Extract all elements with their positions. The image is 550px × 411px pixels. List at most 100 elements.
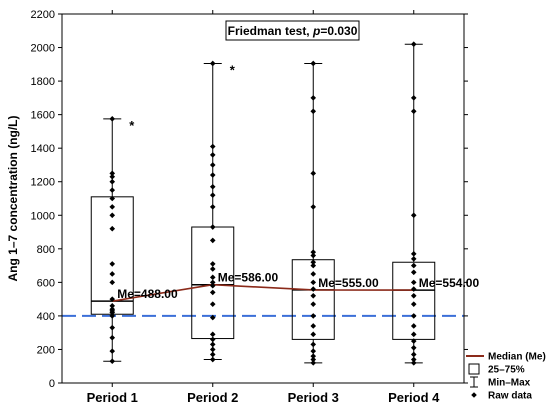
raw-data-point: [310, 271, 317, 277]
raw-data-point: [310, 323, 317, 329]
raw-data-point: [410, 212, 417, 219]
legend-item: 25–75%: [468, 363, 525, 376]
y-tick-label: 0: [49, 378, 55, 390]
raw-data-point: [310, 249, 317, 255]
legend-label: Median (Me): [488, 352, 546, 363]
raw-data-point: [209, 289, 216, 296]
median-line: [112, 283, 414, 302]
raw-data-layer: [109, 41, 417, 366]
raw-data-point: [310, 356, 317, 363]
y-tick-label: 2000: [31, 43, 55, 55]
raw-data-point: [410, 262, 417, 269]
raw-data-point: [109, 324, 116, 331]
raw-data-point: [109, 212, 116, 219]
raw-data-point: [310, 353, 317, 359]
plot-frame: [61, 13, 465, 384]
raw-data-point: [310, 204, 317, 210]
median-label: Me=586.00: [218, 271, 279, 285]
raw-data-point: [410, 313, 417, 319]
raw-data-point: [209, 356, 216, 363]
y-tick-label: 1200: [31, 177, 55, 189]
raw-data-point: [310, 259, 317, 266]
x-tick-label: Period 1: [87, 390, 138, 405]
raw-data-point: [209, 162, 216, 168]
raw-data-point: [209, 143, 216, 150]
raw-data-point: [109, 170, 116, 177]
raw-data-point: [410, 360, 417, 366]
raw-data-point: [410, 338, 417, 344]
y-axis-title: Ang 1–7 concentration (ng/L): [6, 115, 20, 281]
raw-data-point: [410, 95, 417, 101]
raw-data-point: [209, 279, 216, 286]
raw-data-point: [310, 348, 317, 354]
annotation-prefix: Friedman test,: [228, 24, 313, 38]
raw-data-point: [109, 358, 116, 364]
raw-data-point: [209, 346, 216, 353]
legend: Median (Me) 25–75% Min–Max Raw data: [466, 352, 546, 402]
median-label: Me=488.00: [117, 287, 178, 301]
raw-data-point: [410, 323, 417, 329]
raw-data-point: [109, 204, 116, 210]
raw-data-point: [209, 331, 216, 338]
raw-data-point: [310, 331, 317, 338]
raw-data-point: [310, 108, 317, 115]
raw-data-point: [209, 274, 216, 281]
raw-data-point: [410, 356, 417, 363]
y-tick-label: 1600: [31, 110, 55, 122]
raw-data-point: [209, 60, 216, 67]
raw-data-point: [310, 279, 317, 286]
annotation-suffix: =0.030: [320, 24, 357, 38]
legend-label: Raw data: [488, 391, 532, 402]
legend-item: Raw data: [471, 391, 532, 402]
raw-data-point: [310, 292, 317, 299]
raw-data-point: [209, 301, 216, 307]
raw-data-point: [410, 301, 417, 307]
raw-data-point: [310, 170, 317, 177]
raw-data-point: [209, 224, 216, 230]
raw-data-point: [310, 360, 317, 366]
raw-data-point: [410, 256, 417, 262]
raw-data-point: [209, 341, 216, 348]
raw-data-point: [109, 187, 116, 193]
raw-data-point: [109, 178, 116, 185]
raw-data-point: [109, 225, 116, 232]
median-label: Me=554.00: [419, 276, 480, 290]
raw-data-point: [410, 108, 417, 115]
outlier-marker: *: [230, 62, 236, 77]
y-tick-label: 1400: [31, 143, 55, 155]
y-tick-label: 2200: [31, 9, 55, 21]
raw-data-point: [410, 251, 417, 257]
outlier-marker: *: [129, 118, 135, 133]
raw-data-point: [109, 195, 116, 202]
raw-data-point: [410, 269, 417, 276]
annotation-box: [225, 20, 360, 41]
raw-data-point: [410, 344, 417, 351]
box-group-1: [90, 118, 134, 362]
raw-data-point: [109, 303, 116, 309]
x-tick-label: Period 4: [388, 390, 440, 405]
raw-data-point: [209, 261, 216, 267]
raw-data-point: [410, 331, 417, 338]
raw-data-point: [209, 314, 216, 321]
raw-data-point: [310, 286, 317, 292]
raw-data-point: [109, 296, 116, 302]
raw-data-point: [209, 152, 216, 158]
annotation-p-symbol: p: [312, 24, 320, 38]
raw-data-point: [109, 334, 116, 341]
y-tick-label: 600: [37, 277, 55, 289]
legend-box-swatch: [468, 363, 480, 375]
y-tick-label: 200: [37, 344, 55, 356]
raw-data-point: [410, 351, 417, 358]
raw-data-point: [209, 172, 216, 178]
legend-item: Min–Max: [470, 376, 531, 389]
raw-data-point: [410, 286, 417, 292]
raw-data-point: [109, 313, 116, 319]
raw-data-point: [310, 60, 317, 67]
axes-layer: 0 200 400 600 800 1000 1200 1400 1600 1800 2000 220…: [6, 9, 468, 405]
raw-data-point: [209, 237, 216, 244]
annotation-text: Friedman test, p=0.030: [228, 24, 358, 38]
raw-data-point: [310, 252, 317, 259]
raw-data-point: [109, 271, 116, 277]
y-tick-label: 400: [37, 311, 55, 323]
legend-label: 25–75%: [488, 365, 525, 376]
